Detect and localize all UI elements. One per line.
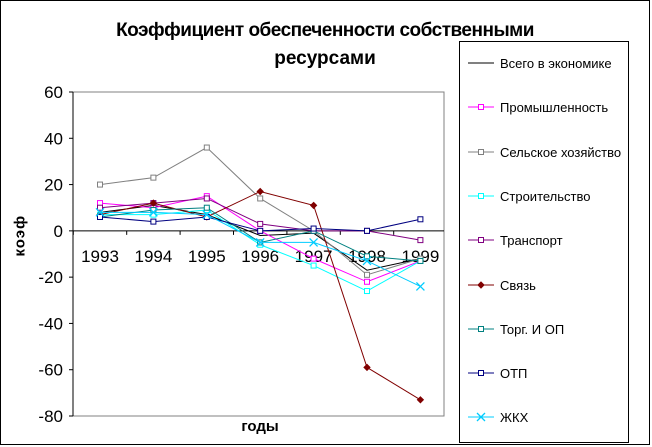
y-tick-label: 40 [44, 129, 63, 148]
data-point [417, 216, 424, 223]
data-point [97, 181, 103, 188]
data-point [364, 253, 370, 260]
data-point [417, 257, 424, 264]
data-point [310, 262, 317, 269]
y-axis-label: коэф [11, 214, 29, 257]
legend-label: Транспорт [500, 233, 563, 249]
legend-label: Торг. И ОП [500, 321, 565, 337]
data-point [150, 218, 157, 225]
legend-swatch [468, 104, 494, 111]
legend-swatch-marker [478, 104, 484, 111]
data-point [95, 207, 105, 217]
legend-item: Связь [460, 276, 628, 296]
data-point [310, 225, 317, 232]
y-tick-label: 20 [44, 176, 63, 195]
legend-label: Связь [500, 277, 536, 293]
data-point [203, 144, 210, 151]
data-point [257, 195, 264, 202]
legend-swatch [468, 370, 494, 377]
data-point [257, 220, 264, 227]
y-tick-label: -80 [38, 407, 63, 426]
legend-item: Сельское хозяйство [460, 143, 628, 163]
y-tick-label: -60 [38, 361, 63, 380]
legend-item: ОТП [460, 364, 628, 384]
legend-swatch-marker [476, 412, 486, 422]
legend-label: ЖКХ [500, 410, 529, 426]
x-tick-label: 1994 [134, 247, 172, 266]
legend-swatch-marker [478, 148, 484, 155]
data-point [309, 201, 318, 210]
legend-item: Торг. И ОП [460, 320, 628, 340]
data-point [203, 195, 210, 202]
legend-swatch-marker [478, 237, 484, 244]
series-9 [95, 207, 425, 291]
x-tick-label: 1996 [241, 247, 279, 266]
legend-label: Сельское хозяйство [500, 144, 622, 160]
legend-swatch [468, 237, 494, 244]
legend-item: Строительство [460, 187, 628, 207]
data-point [417, 237, 424, 244]
legend-item: ЖКХ [460, 408, 628, 428]
data-point [255, 237, 265, 247]
legend-swatch [468, 280, 494, 289]
data-point [364, 227, 370, 234]
data-point [310, 255, 317, 262]
y-tick-label: -40 [38, 314, 63, 333]
plot-area [72, 91, 445, 417]
legend-swatch-marker [477, 280, 485, 289]
legend-swatch [468, 62, 494, 64]
legend-item: Транспорт [460, 231, 628, 251]
legend-label: ОТП [500, 366, 528, 382]
y-tick-label: 60 [44, 83, 63, 102]
legend-swatch [468, 148, 494, 155]
x-axis-label: годы [241, 418, 279, 435]
legend-label: Строительство [500, 188, 591, 204]
data-point [364, 278, 370, 285]
data-point [364, 288, 370, 295]
data-point [362, 256, 372, 266]
data-point [203, 204, 210, 211]
legend-label: Всего в экономике [500, 56, 612, 71]
legend-swatch [468, 412, 494, 422]
x-tick-label: 1993 [81, 247, 119, 266]
data-point [97, 213, 103, 220]
series-8 [97, 213, 424, 234]
y-tick-label: -20 [38, 268, 63, 287]
legend-swatch-marker [478, 192, 484, 199]
chart-title-line1: Коэффициент обеспеченности собственными [116, 20, 534, 41]
data-point [257, 227, 264, 234]
legend-swatch [468, 192, 494, 199]
data-point [256, 187, 264, 196]
legend-item: Всего в экономике [460, 54, 628, 74]
legend: Всего в экономике Промышленность Сельское … [459, 41, 629, 443]
data-point [149, 199, 158, 207]
legend-item: Промышленность [460, 98, 628, 118]
legend-swatch-marker [478, 370, 484, 377]
data-point [97, 204, 103, 211]
data-point [415, 281, 425, 291]
legend-swatch [468, 325, 494, 332]
legend-swatch-marker [478, 325, 484, 332]
data-point [363, 363, 371, 372]
data-point [364, 271, 370, 278]
data-point [148, 207, 158, 217]
legend-label: Промышленность [500, 100, 609, 116]
data-point [416, 396, 425, 404]
x-tick-label: 1995 [188, 247, 226, 266]
data-point [150, 174, 157, 181]
chart-title-line2: ресурсами [274, 48, 376, 69]
y-tick-label: 0 [54, 222, 63, 241]
data-point [202, 210, 212, 220]
data-point [309, 237, 319, 247]
